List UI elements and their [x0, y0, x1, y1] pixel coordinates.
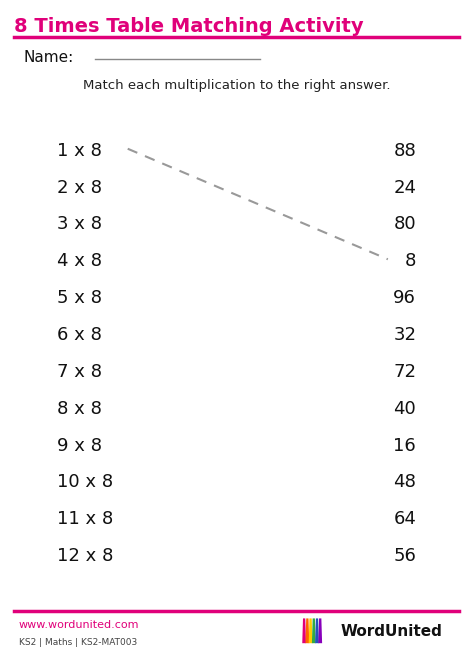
- Text: 56: 56: [394, 547, 416, 565]
- Text: 12 x 8: 12 x 8: [57, 547, 113, 565]
- Polygon shape: [318, 618, 322, 643]
- Text: 40: 40: [394, 400, 416, 417]
- Text: 8 Times Table Matching Activity: 8 Times Table Matching Activity: [14, 17, 364, 36]
- Text: 72: 72: [393, 363, 416, 381]
- Text: Match each multiplication to the right answer.: Match each multiplication to the right a…: [83, 79, 390, 92]
- Text: KS2 | Maths | KS2-MAT003: KS2 | Maths | KS2-MAT003: [19, 638, 137, 647]
- Text: 6 x 8: 6 x 8: [57, 326, 102, 344]
- Text: 1 x 8: 1 x 8: [57, 142, 102, 159]
- Text: 8 x 8: 8 x 8: [57, 400, 102, 417]
- Text: 10 x 8: 10 x 8: [57, 474, 113, 491]
- Text: 88: 88: [394, 142, 416, 159]
- Text: 3 x 8: 3 x 8: [57, 216, 102, 233]
- Polygon shape: [315, 618, 319, 643]
- Text: 9 x 8: 9 x 8: [57, 437, 102, 454]
- Polygon shape: [309, 618, 313, 643]
- Text: Name:: Name:: [24, 50, 74, 65]
- Polygon shape: [302, 618, 306, 643]
- Text: 2 x 8: 2 x 8: [57, 179, 102, 196]
- Polygon shape: [312, 618, 315, 643]
- Text: 32: 32: [393, 326, 416, 344]
- Polygon shape: [306, 618, 309, 643]
- Text: 96: 96: [394, 289, 416, 307]
- Text: WordUnited: WordUnited: [341, 624, 442, 639]
- Text: 16: 16: [394, 437, 416, 454]
- Text: 4 x 8: 4 x 8: [57, 253, 102, 270]
- Text: 11 x 8: 11 x 8: [57, 511, 113, 528]
- Text: 8: 8: [405, 253, 416, 270]
- Text: 5 x 8: 5 x 8: [57, 289, 102, 307]
- Text: 48: 48: [394, 474, 416, 491]
- Text: 80: 80: [394, 216, 416, 233]
- Text: 64: 64: [394, 511, 416, 528]
- Text: www.wordunited.com: www.wordunited.com: [19, 620, 140, 630]
- Text: 7 x 8: 7 x 8: [57, 363, 102, 381]
- Text: 24: 24: [393, 179, 416, 196]
